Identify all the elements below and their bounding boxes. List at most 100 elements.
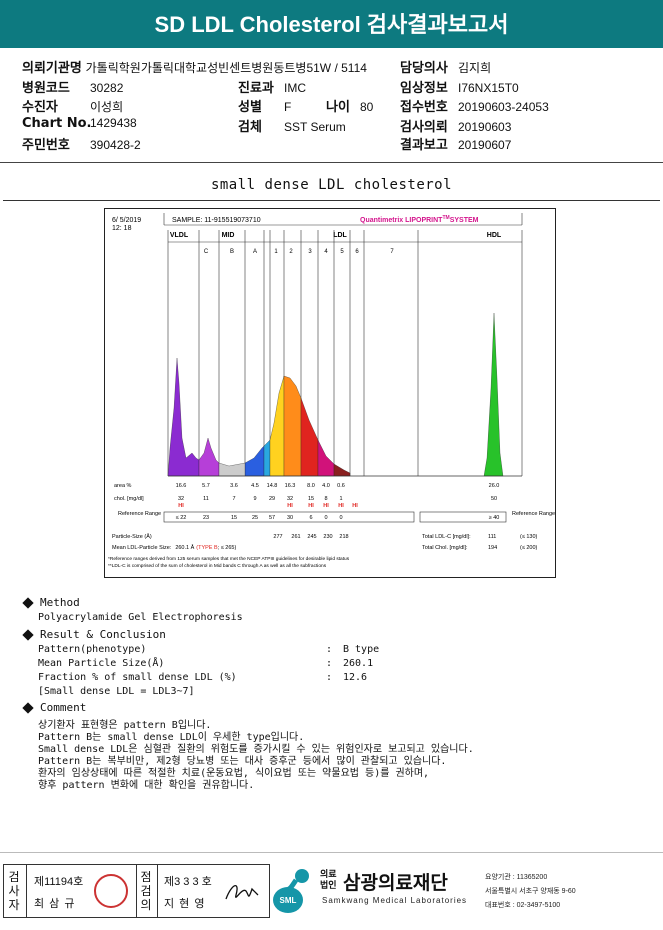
total-chol-value: 194	[488, 545, 497, 551]
group-label: MID	[222, 232, 235, 239]
mean-size-label: Mean LDL-Particle Size:	[112, 545, 172, 551]
chol-value: 9	[253, 496, 256, 502]
group-label: LDL	[333, 232, 347, 239]
area-value: 16.6	[176, 483, 187, 489]
band-label: 4	[324, 249, 328, 255]
group-labels: VLDL MID LDL HDL	[170, 232, 502, 239]
chart-no-label: Chart No.	[22, 116, 92, 131]
ref-box-left	[163, 511, 415, 523]
org-prefix: 의료 법인	[320, 870, 337, 892]
peak-segment	[263, 439, 271, 477]
hosp-code-value: 30282	[90, 81, 124, 95]
org-phone: 대표번호 : 02-3497-5100	[485, 902, 561, 909]
specimen-label: 검체	[238, 120, 262, 135]
hi-flag: HI	[287, 503, 293, 509]
result-row-value: 260.1	[343, 658, 374, 669]
institution-label: 의뢰기관명	[22, 61, 82, 76]
chart-time: 12: 18	[112, 225, 132, 232]
tester-name: 최 삼 규	[34, 898, 76, 910]
age-label: 나이	[326, 100, 350, 115]
result-row: Pattern(phenotype): B type	[38, 644, 438, 655]
clinical-value: I76NX15T0	[458, 81, 519, 95]
result-row-colon: :	[326, 644, 333, 655]
diamond-bullet-icon	[22, 702, 34, 714]
ref-label: Reference Range	[118, 511, 161, 517]
sex-row: 성별 F 나이 80	[238, 96, 373, 115]
result-row: Mean Particle Size(Å):260.1	[38, 658, 438, 669]
band-labels: C B A 1 2 3 4 5 6 7	[204, 249, 395, 255]
footer-divider	[0, 852, 663, 853]
chart-no-value: 1429438	[90, 116, 137, 130]
chol-value: 1	[339, 496, 342, 502]
band-label: 5	[340, 249, 344, 255]
particle-values: 277 261 245 230 218	[273, 534, 348, 540]
request-value: 20190603	[458, 120, 512, 134]
sex-value: F	[284, 100, 292, 114]
mean-size-value: 260.1 Å	[175, 544, 194, 551]
group-label: VLDL	[170, 232, 189, 239]
comment-line: Pattern B는 small dense LDL이 우세한 type입니다.	[38, 732, 305, 743]
chart-date: 6/ 5/2019	[112, 217, 141, 224]
ref-values: ≤ 22 23 15 25 57 30 6 0 0 ≥ 40	[176, 515, 500, 521]
result-row-colon: :	[326, 672, 333, 683]
report-date-label: 결과보고	[400, 138, 448, 153]
comment-heading-text: Comment	[40, 701, 87, 714]
ref-value: 0	[339, 515, 342, 521]
method-text: Polyacrylamide Gel Electrophoresis	[38, 612, 243, 623]
comment-line: Small dense LDL은 심혈관 질환의 위험도를 증가시킬 수 있는 …	[38, 744, 474, 755]
institution-value: 가톨릭학원가톨릭대학교성빈센트병원	[85, 61, 274, 75]
reviewer-label: 점검의	[140, 870, 152, 912]
chol-value: 29	[269, 496, 275, 502]
doctor-value: 김지희	[458, 61, 492, 75]
report-header-title: SD LDL Cholesterol 검사결과보고서	[154, 12, 509, 37]
org-english-name: Samkwang Medical Laboratories	[322, 896, 468, 905]
total-ldl-ref: (≤ 130)	[520, 534, 538, 540]
area-value: 5.7	[202, 483, 210, 489]
comment-heading: Comment	[22, 701, 87, 714]
lipoprint-chart: 6/ 5/2019 12: 18 SAMPLE: 11-915519073710…	[104, 208, 556, 578]
ref-value: 23	[203, 515, 209, 521]
dept-label: 진료과	[238, 81, 274, 96]
resident-value: 390428-2	[90, 138, 141, 152]
reviewer-name: 지 현 영	[164, 898, 206, 910]
chart-row: Chart No.1429438	[22, 116, 137, 131]
band-label: C	[204, 249, 209, 255]
patient-row: 수진자 이성희	[22, 96, 123, 115]
tester-seal-icon	[94, 874, 128, 908]
doctor-label: 담당의사	[400, 61, 448, 76]
particle-label: Particle-Size (Å)	[112, 533, 152, 540]
chart-system-suffix: SYSTEM	[450, 217, 479, 224]
info-divider	[0, 162, 663, 163]
mean-size-ref: ; ≤ 265)	[218, 545, 237, 551]
org-prefix-1: 의료	[320, 870, 337, 880]
area-value: 4.0	[322, 483, 330, 489]
age-value: 80	[360, 100, 374, 114]
specimen-row: 검체 SST Serum	[238, 116, 346, 135]
ref-value: 6	[309, 515, 312, 521]
chart-system-tm: TM	[442, 215, 449, 221]
area-value: 26.0	[489, 483, 500, 489]
clinical-row: 임상정보 I76NX15T0	[400, 77, 519, 96]
area-values: 16.6 5.7 3.6 4.5 14.8 16.3 8.0 4.0 0.6 26.0	[176, 483, 500, 489]
ref-value: 30	[287, 515, 293, 521]
chart-system-name: Quantimetrix LIPOPRINT	[360, 217, 443, 224]
comment-line: 향후 pattern 변화에 대한 확인을 권유합니다.	[38, 780, 255, 791]
chart-system: Quantimetrix LIPOPRINTTMSYSTEM	[360, 215, 479, 224]
total-ldl-value: 111	[488, 534, 496, 540]
chol-values: 32 11 7 9 29 32 15 8 1 50	[178, 496, 497, 502]
hi-flag: HI	[308, 503, 314, 509]
chol-value: 32	[178, 496, 184, 502]
chart-sample: SAMPLE: 11-915519073710	[172, 217, 261, 224]
request-row: 검사의뢰 20190603	[400, 116, 511, 135]
ref-value: 0	[324, 515, 327, 521]
mean-size-type: (TYPE B	[196, 545, 218, 551]
institution-row: 의뢰기관명 가톨릭학원가톨릭대학교성빈센트병원동트병51W / 5114	[22, 57, 367, 76]
hi-flag: HI	[323, 503, 329, 509]
diamond-bullet-icon	[22, 597, 34, 609]
specimen-value: SST Serum	[284, 120, 346, 134]
result-row-colon: :	[326, 658, 333, 669]
area-value: 8.0	[307, 483, 315, 489]
org-code: 요양기관 : 11365200	[485, 874, 548, 881]
resident-label: 주민번호	[22, 138, 70, 153]
particle-value: 230	[323, 534, 332, 540]
